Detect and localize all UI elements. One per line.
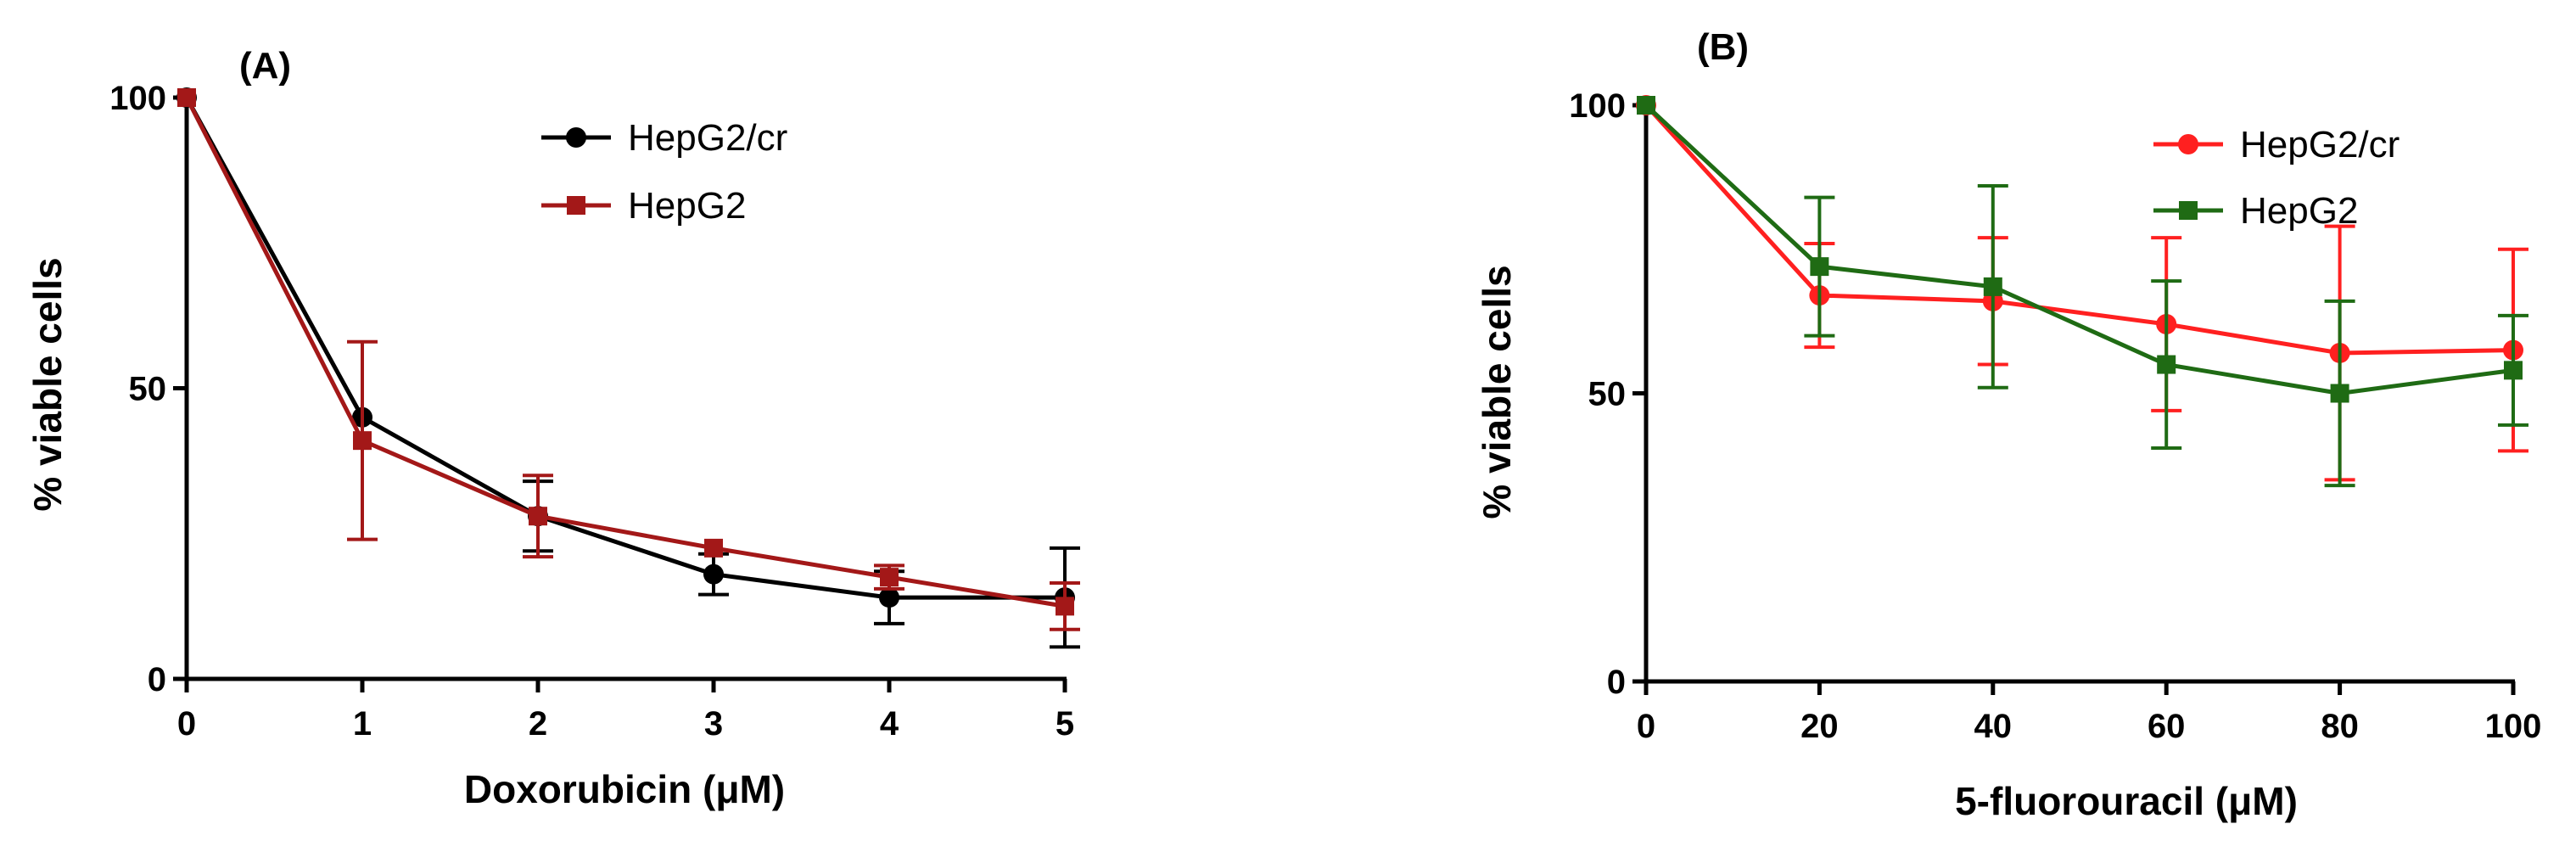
panel-b-y-axis-title: % viable cells — [1475, 265, 1519, 518]
panel-b-ylabel: % viable cells — [1475, 265, 1519, 518]
panel-b-series-hepg2 — [1637, 96, 2528, 488]
panel-a-x-tick-label: 1 — [353, 705, 372, 743]
panel-b: (B) % viable cells 5-fluorouracil (μM) 0… — [1475, 26, 2541, 823]
panel-b-series-hepg2-point — [2157, 355, 2176, 374]
panel-a-xlabel: Doxorubicin (μM) — [464, 767, 785, 811]
panel-a-series-hepg2-point — [177, 88, 196, 107]
panel-a-y-tick-label: 50 — [129, 371, 167, 408]
panel-b-x-tick-label: 0 — [1637, 708, 1655, 745]
panel-a-series-hepg2 — [177, 88, 1080, 631]
panel-b-x-tick-label: 80 — [2321, 708, 2359, 745]
panel-a-y-tick-label: 0 — [148, 661, 166, 698]
panel-a-x-tick-label: 3 — [704, 705, 723, 743]
panel-b-series-hepg2-point — [2504, 361, 2523, 380]
panel-a-series-hepg2-point — [353, 431, 372, 451]
panel-a-series-hepg2-cr-line — [184, 96, 1065, 600]
panel-b-x-tick-label: 20 — [1800, 708, 1839, 745]
panel-a-ylabel: % viable cells — [25, 257, 70, 511]
panel-a-series-hepg2-point — [704, 538, 723, 558]
panel-a-x-tick-label: 2 — [529, 705, 547, 743]
panel-b-y-tick-label: 0 — [1607, 664, 1626, 701]
panel-a-series-hepg2-point — [880, 568, 899, 587]
panel-b-series-hepg2-cr-line — [1644, 104, 2514, 356]
panel-b-series-hepg2-point — [1810, 257, 1829, 277]
panel-b-series-hepg2-point — [1637, 96, 1655, 115]
panel-b-legend-label: HepG2/cr — [2240, 124, 2400, 165]
panel-a-series-hepg2-cr-point — [879, 587, 899, 608]
panel-a-y-axis-title: % viable cells — [25, 257, 70, 511]
panel-a-series-hepg2-cr — [176, 87, 1080, 649]
panel-b-plot-area: 0 20 40 60 80 100 0 50 100 HepG2/cr HepG2 — [1569, 87, 2541, 745]
panel-a-x-tick-label: 5 — [1056, 705, 1074, 743]
panel-b-xlabel: 5-fluorouracil (μM) — [1955, 779, 2298, 823]
panel-a-label: (A) — [239, 45, 291, 87]
panel-a-series-hepg2-point — [1056, 597, 1074, 616]
panel-a-legend-marker — [567, 196, 585, 215]
panel-b-series-hepg2-point — [1983, 277, 2002, 296]
panel-a-x-tick-label: 0 — [177, 705, 196, 743]
panel-b-y-tick-label: 50 — [1588, 376, 1627, 413]
panel-b-y-tick-label: 100 — [1569, 87, 1626, 125]
panel-a-series-hepg2-line — [184, 96, 1066, 608]
panel-b-series-hepg2-line — [1644, 104, 2514, 395]
panel-b-x-tick-label: 100 — [2485, 708, 2542, 745]
panel-b-legend-label: HepG2 — [2240, 190, 2358, 232]
panel-b-x-tick-label: 40 — [1974, 708, 2013, 745]
panel-b-x-tick-label: 60 — [2148, 708, 2186, 745]
panel-a-series-hepg2-point — [529, 507, 547, 526]
panel-a-y-tick-label: 100 — [109, 80, 166, 117]
panel-a-legend-marker — [566, 127, 586, 148]
panel-b-series-hepg2-point — [2330, 384, 2349, 403]
panel-a-series-hepg2-cr-point — [703, 563, 724, 585]
panel-b-label: (B) — [1697, 26, 1749, 68]
panel-b-legend-marker — [2179, 201, 2198, 220]
panel-a: (A) % viable cells Doxorubicin (μM) 0 1 2 3… — [25, 45, 1080, 811]
panel-a-x-tick-label: 4 — [880, 705, 899, 743]
panel-b-legend-marker — [2178, 134, 2198, 154]
panel-a-legend-label: HepG2/cr — [628, 117, 787, 159]
panel-a-legend-label: HepG2 — [628, 185, 746, 227]
